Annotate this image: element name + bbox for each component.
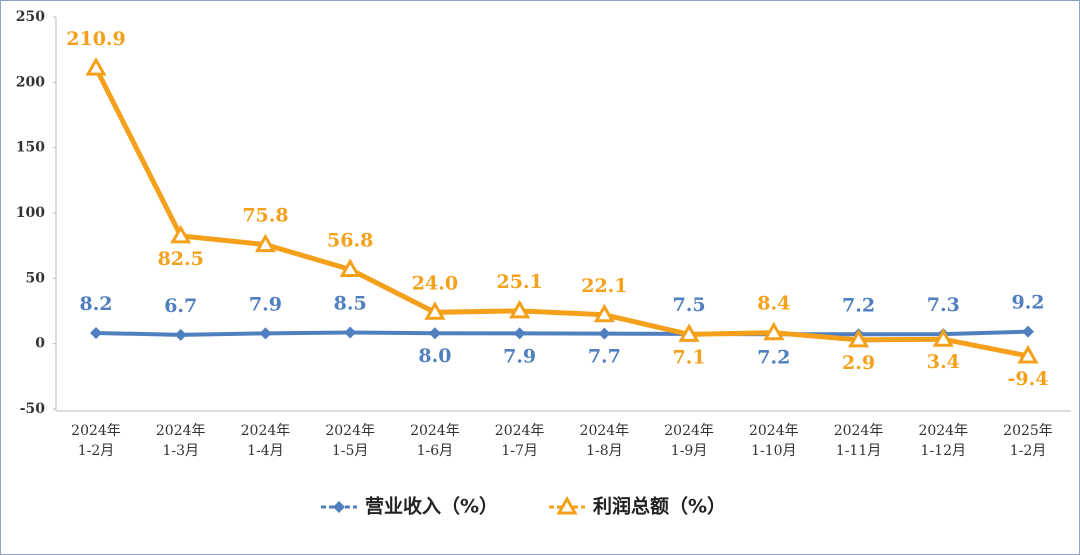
marker: [509, 299, 531, 319]
data-label: -9.4: [1008, 368, 1049, 390]
marker: [847, 328, 870, 348]
x-tick-label: 2024年 1-3月: [155, 423, 206, 459]
x-tick-label: 2024年 1-10月: [748, 423, 799, 459]
data-label: 6.7: [164, 295, 197, 317]
marker: [763, 321, 785, 341]
marker: [170, 224, 192, 244]
x-tick-label: 2024年 1-6月: [410, 423, 460, 459]
marker: [174, 328, 187, 341]
data-label: 3.4: [927, 351, 960, 373]
data-label: 22.1: [581, 275, 627, 297]
data-label: 210.9: [66, 28, 126, 50]
y-tick-label: 200: [16, 74, 45, 90]
marker: [598, 327, 611, 340]
marker: [428, 327, 441, 340]
legend-label: 利润总额（%）: [593, 495, 726, 518]
data-label: 7.7: [588, 346, 621, 368]
x-tick-label: 2024年 1-11月: [833, 423, 884, 459]
marker: [932, 328, 954, 347]
data-label: 7.5: [673, 294, 706, 316]
data-label: 25.1: [496, 271, 542, 293]
data-label: 24.0: [412, 272, 458, 294]
data-label: 8.0: [418, 345, 451, 367]
data-label: 7.1: [673, 346, 706, 368]
x-tick-label: 2024年 1-8月: [579, 423, 630, 459]
data-label: 7.3: [927, 294, 960, 316]
series-line: [95, 329, 1029, 337]
x-tick-label: 2024年 1-5月: [325, 423, 375, 459]
marker: [90, 326, 102, 339]
data-label: 75.8: [242, 205, 288, 227]
data-label: 7.9: [503, 345, 536, 367]
marker: [259, 327, 272, 340]
data-label: 7.9: [249, 293, 282, 315]
x-tick-label: 2024年 1-4月: [240, 423, 291, 459]
marker: [593, 303, 615, 323]
legend-marker: [556, 495, 578, 515]
y-tick-label: 150: [16, 140, 45, 156]
marker: [1022, 325, 1034, 338]
marker: [254, 233, 277, 253]
marker: [1017, 344, 1039, 364]
y-tick-label: -50: [20, 401, 46, 417]
x-tick-label: 2024年 1-9月: [664, 423, 714, 459]
data-label: 7.2: [842, 294, 875, 316]
data-label: 56.8: [327, 229, 373, 251]
data-label: 8.2: [79, 293, 112, 315]
marker: [344, 326, 357, 339]
data-label: 8.5: [334, 293, 367, 315]
data-label: 8.4: [757, 293, 790, 315]
data-label: 2.9: [842, 352, 875, 374]
marker: [424, 301, 446, 320]
marker: [513, 327, 526, 340]
marker: [678, 323, 700, 342]
data-label: 7.2: [757, 346, 790, 368]
data-label: 9.2: [1011, 292, 1044, 314]
x-tick-label: 2025年 1-2月: [1003, 423, 1053, 459]
x-tick-label: 2024年 1-12月: [918, 423, 969, 459]
series-line: [93, 66, 1029, 359]
x-tick-label: 2024年 1-7月: [494, 423, 545, 459]
y-tick-label: 50: [26, 270, 46, 286]
data-label: 82.5: [158, 248, 204, 270]
legend-marker: [333, 501, 345, 513]
marker: [339, 258, 361, 277]
x-tick-label: 2024年 1-2月: [71, 423, 121, 459]
y-tick-label: 100: [16, 205, 45, 221]
y-tick-label: 250: [16, 9, 45, 25]
marker: [85, 57, 107, 76]
y-tick-label: 0: [35, 336, 45, 352]
legend-label: 营业收入（%）: [365, 495, 498, 518]
